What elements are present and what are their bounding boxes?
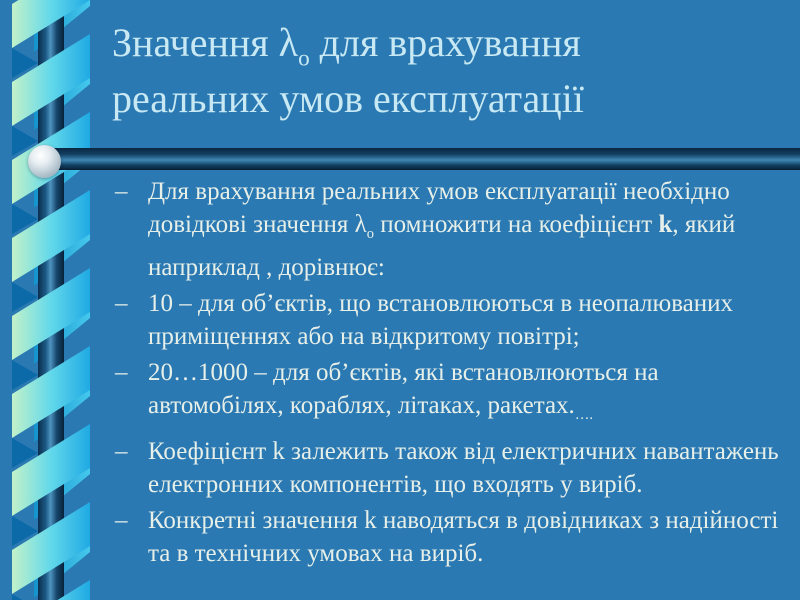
text-run: о <box>298 45 310 72</box>
bullet-text: 20…1000 – для об’єктів, які встановлюють… <box>148 359 659 423</box>
ribbon-fold-triangle <box>12 126 38 156</box>
text-run: , який наприклад , дорівнює: <box>148 211 736 282</box>
ribbon-front-segment <box>12 268 90 360</box>
ribbon-decoration <box>12 0 90 600</box>
bullet-item: –10 – для об’єктів, що встановлюються в … <box>115 287 800 353</box>
ribbon-front-segment <box>12 0 90 48</box>
ribbon-front-segment <box>57 580 90 600</box>
text-run: 20…1000 – для об’єктів, які встановлюють… <box>148 359 659 420</box>
ribbon-front-segment <box>12 346 90 438</box>
bullet-dash: – <box>115 359 128 387</box>
slide-title: Значення λо для врахування реальних умов … <box>112 18 752 124</box>
text-run: реальних умов експлуатації <box>112 75 584 121</box>
bullet-text: Коефіцієнт k залежить також від електрич… <box>148 438 779 498</box>
text-run: Коефіцієнт k залежить також від електрич… <box>148 438 779 499</box>
ribbon-front-segment <box>12 502 90 594</box>
bullet-text: Конкретні значення k наводяться в довідн… <box>148 507 778 567</box>
bullet-item: –20…1000 – для об’єктів, які встановлюют… <box>115 356 800 432</box>
title-underline-bar <box>46 148 800 170</box>
ribbon-fold-triangle <box>12 594 23 600</box>
sphere-ornament <box>28 145 61 178</box>
text-run: Для врахування реальних умов експлуатаці… <box>148 178 730 238</box>
ribbon-fold-triangle <box>12 282 38 312</box>
bullet-item: – Коефіцієнт k залежить також від електри… <box>115 435 800 501</box>
text-run: о <box>366 226 374 243</box>
ribbon-fold-triangle <box>12 438 38 468</box>
bullet-text: 10 – для об’єктів, що встановлюються в н… <box>148 290 733 350</box>
ribbon-front-segment <box>12 190 90 282</box>
ribbon-fold-triangle <box>12 204 38 234</box>
bullet-dash: – <box>115 507 128 535</box>
ribbon-fold-triangle <box>12 360 38 390</box>
bullet-dash: – <box>115 438 128 466</box>
bullet-list: – Для врахування реальних умов експлуатац… <box>115 175 800 573</box>
bullet-item: – Конкретні значення k наводяться в довід… <box>115 504 800 570</box>
ribbon-front-bands <box>12 0 90 600</box>
bullet-dash: – <box>115 178 128 205</box>
text-run: …. <box>574 407 593 424</box>
ribbon-front-segment <box>12 34 90 126</box>
text-run: λ <box>354 211 367 238</box>
text-run: для врахування <box>309 20 581 65</box>
text-run: 10 – для об’єктів, що встановлюються в н… <box>148 290 734 351</box>
text-run: k <box>658 211 673 238</box>
ribbon-front-segment <box>12 424 90 516</box>
text-run: помножити на коефіцієнт <box>373 211 659 238</box>
bullet-dash: – <box>115 290 128 318</box>
text-run: Значення λ <box>112 20 299 65</box>
text-run: Конкретні значення k наводяться в довідн… <box>148 507 779 568</box>
bullet-item: – Для врахування реальних умов експлуатац… <box>115 175 800 284</box>
bullet-text: Для врахування реальних умов експлуатаці… <box>148 178 735 281</box>
ribbon-fold-triangle <box>12 516 38 546</box>
ribbon-fold-triangle <box>12 48 38 78</box>
